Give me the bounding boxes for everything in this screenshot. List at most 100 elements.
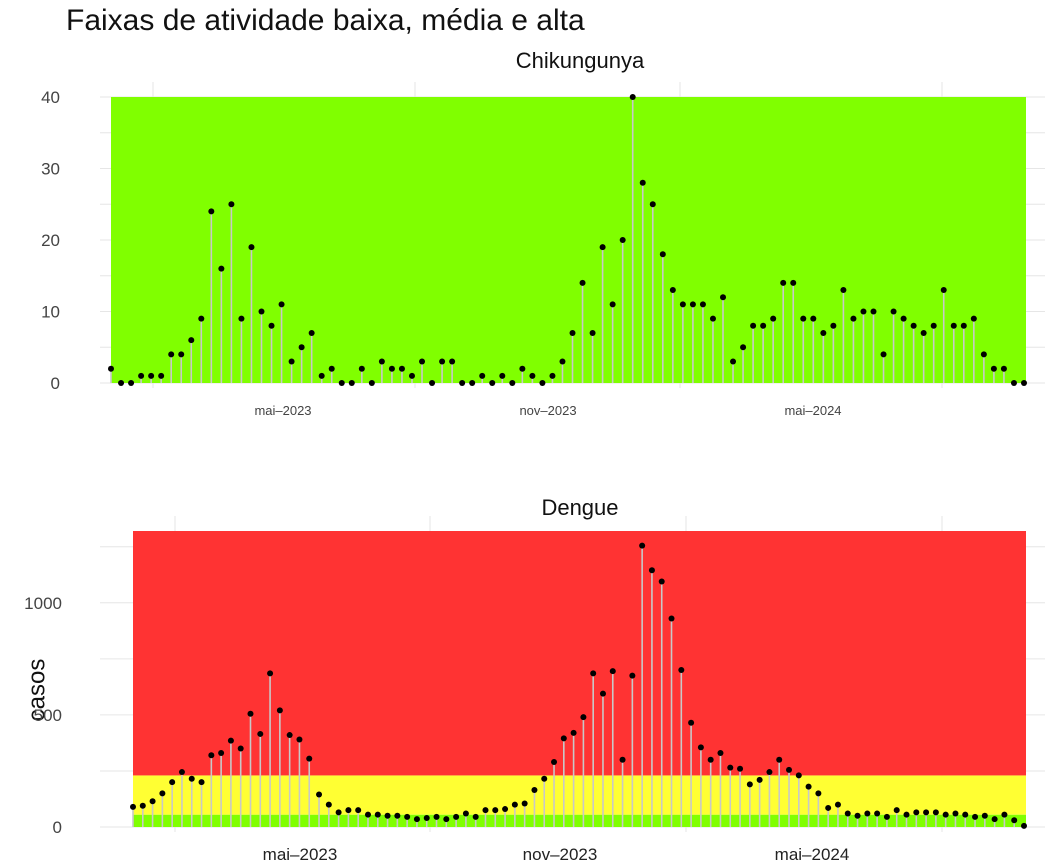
data-point	[810, 315, 817, 322]
data-point	[678, 667, 685, 674]
data-point	[579, 279, 586, 286]
data-point	[325, 801, 332, 808]
data-point	[659, 251, 666, 258]
data-point	[168, 351, 175, 358]
data-point	[569, 329, 576, 336]
data-point	[551, 758, 558, 765]
data-point	[328, 365, 335, 372]
data-point	[469, 380, 476, 386]
band-baixa	[133, 814, 1026, 827]
data-point	[529, 372, 536, 379]
data-point	[408, 372, 415, 379]
data-point	[248, 244, 255, 251]
data-point	[679, 301, 686, 308]
data-point	[950, 322, 957, 329]
data-point	[1000, 365, 1007, 372]
data-point	[903, 811, 910, 818]
data-point	[820, 329, 827, 336]
panel-title: Chikungunya	[516, 48, 645, 73]
x-tick-label: nov–2023	[523, 845, 598, 864]
data-point	[159, 790, 166, 797]
data-point	[649, 201, 656, 208]
data-point	[717, 750, 724, 756]
x-tick-label: mai–2024	[775, 845, 850, 864]
data-point	[880, 351, 887, 358]
data-point	[972, 813, 979, 820]
data-point	[439, 358, 446, 365]
data-point	[883, 813, 890, 820]
x-tick-label: nov–2023	[519, 403, 576, 418]
data-point	[198, 315, 205, 322]
data-point	[740, 344, 747, 351]
data-point	[786, 766, 793, 773]
data-point	[378, 358, 385, 365]
data-point	[560, 735, 567, 742]
x-tick-label: mai–2024	[784, 403, 841, 418]
data-point	[952, 810, 959, 817]
data-point	[276, 707, 283, 714]
data-point	[805, 783, 812, 790]
data-point	[981, 812, 988, 819]
data-point	[932, 809, 939, 816]
data-point	[443, 816, 450, 823]
data-point	[158, 372, 165, 379]
data-point	[539, 380, 546, 386]
data-point	[118, 380, 125, 386]
data-point	[472, 813, 479, 820]
data-point	[318, 372, 325, 379]
panel-0: 0 10 20 30 40 mai–2023 nov–2023 mai–2024 Chikung…	[41, 48, 1045, 418]
data-point	[840, 287, 847, 294]
data-point	[815, 790, 822, 797]
data-point	[398, 365, 405, 372]
x-tick-label: mai–2023	[254, 403, 311, 418]
data-point	[482, 807, 489, 814]
data-point	[298, 344, 305, 351]
data-point	[148, 372, 155, 379]
data-point	[737, 765, 744, 772]
data-point	[825, 804, 832, 811]
data-point	[208, 208, 215, 215]
data-point	[990, 365, 997, 372]
data-point	[459, 380, 466, 386]
y-tick-label: 40	[41, 88, 60, 107]
data-point	[609, 301, 616, 308]
data-point	[1010, 380, 1017, 386]
data-point	[218, 265, 225, 272]
data-point	[760, 322, 767, 329]
data-point	[138, 372, 145, 379]
data-point	[286, 732, 293, 739]
data-point	[492, 807, 499, 814]
data-point	[364, 811, 371, 818]
data-point	[942, 811, 949, 818]
data-point	[228, 201, 235, 208]
data-point	[423, 815, 430, 822]
data-point	[489, 380, 496, 386]
data-point	[589, 329, 596, 336]
data-point	[335, 809, 342, 816]
data-point	[1001, 811, 1008, 818]
data-point	[358, 365, 365, 372]
data-point	[559, 358, 566, 365]
data-point	[669, 287, 676, 294]
data-point	[756, 776, 763, 783]
data-point	[237, 745, 244, 752]
data-point	[850, 315, 857, 322]
data-point	[923, 809, 930, 816]
data-point	[770, 315, 777, 322]
data-point	[709, 315, 716, 322]
data-point	[139, 802, 146, 809]
data-point	[790, 279, 797, 286]
data-point	[766, 769, 773, 776]
data-point	[519, 365, 526, 372]
data-point	[130, 803, 136, 810]
data-point	[509, 380, 516, 386]
data-point	[521, 800, 528, 807]
data-point	[149, 798, 156, 805]
data-point	[288, 358, 295, 365]
data-point	[746, 781, 753, 788]
y-tick-label: 0	[53, 818, 62, 837]
data-point	[188, 337, 195, 344]
panel-title: Dengue	[541, 495, 618, 520]
data-point	[247, 710, 254, 717]
